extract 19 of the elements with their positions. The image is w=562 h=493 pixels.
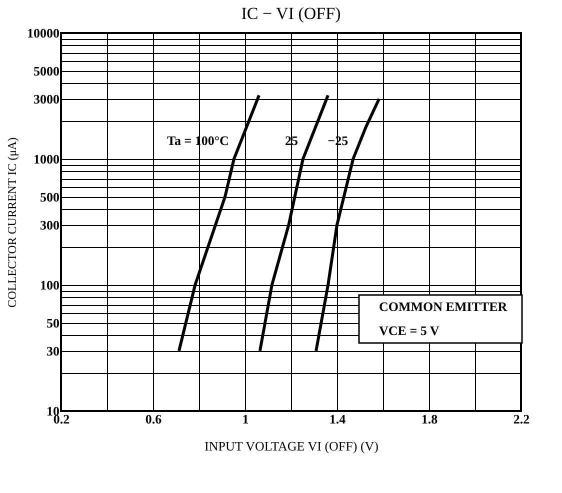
x-tick-label: 1: [242, 412, 249, 426]
x-axis-title: INPUT VOLTAGE VI (OFF) (V): [204, 438, 378, 454]
y-tick-label: 1000: [34, 152, 60, 166]
y-tick-label: 50: [46, 315, 60, 330]
y-tick-label: 100: [40, 278, 60, 292]
y-axis-title: COLLECTOR CURRENT IC (μA): [5, 137, 19, 308]
y-tick-label: 10000: [27, 26, 60, 40]
y-tick-label: 30: [46, 343, 60, 358]
x-tick-label: 2.2: [513, 412, 530, 426]
y-tick-label: 3000: [34, 91, 60, 106]
annotation: COMMON EMITTER: [379, 299, 508, 314]
x-tick-label: 1.8: [421, 412, 438, 426]
x-tick-label: 0.6: [145, 412, 162, 426]
annotation: VCE = 5 V: [379, 323, 440, 338]
x-tick-label: 1.4: [329, 412, 346, 426]
y-tick-label: 5000: [34, 63, 60, 78]
y-tick-label: 500: [40, 189, 60, 204]
chart-title: IC − VI (OFF): [241, 4, 341, 23]
y-tick-label: 300: [40, 217, 60, 232]
